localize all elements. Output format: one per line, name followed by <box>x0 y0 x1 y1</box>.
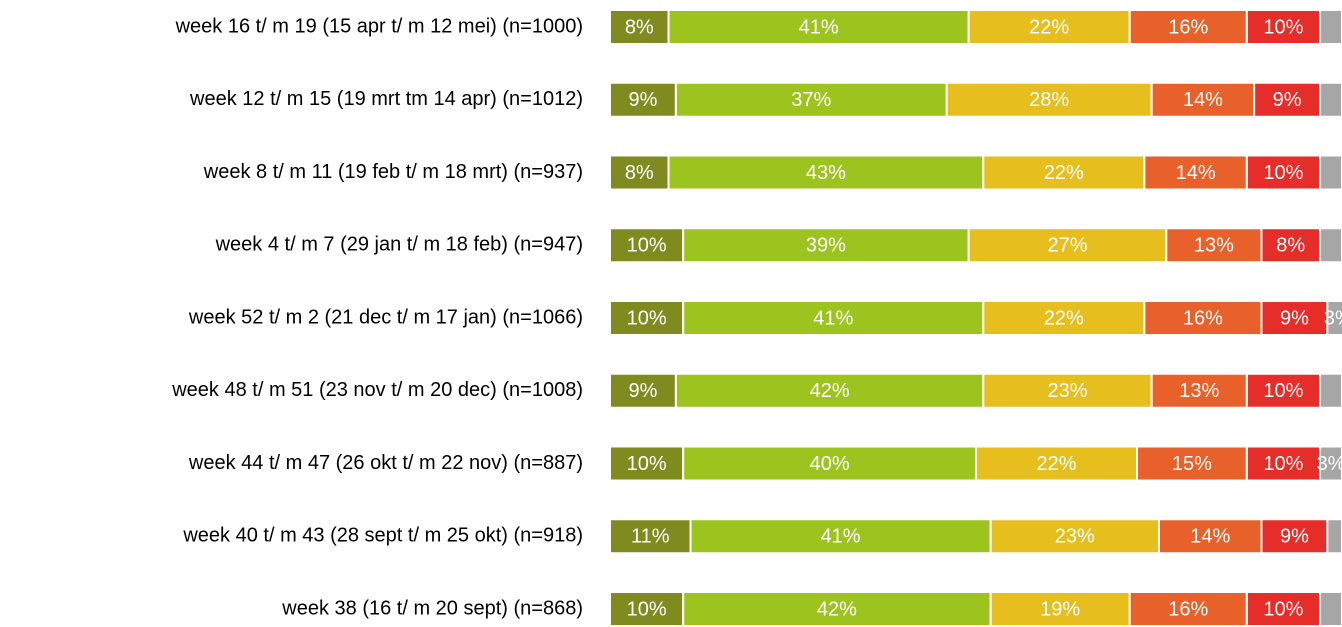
data-label: 42% <box>810 380 850 402</box>
data-label: 22% <box>1044 307 1084 329</box>
bar-segment <box>682 300 985 336</box>
bar-segment <box>1253 81 1322 118</box>
data-label: 41% <box>813 307 853 329</box>
data-label: 41% <box>799 16 839 38</box>
bar-segment <box>1260 227 1322 264</box>
data-label: 8% <box>625 162 654 184</box>
data-label: 15% <box>1172 453 1212 475</box>
bar-segment <box>1319 227 1342 264</box>
data-label: 14% <box>1190 526 1230 548</box>
data-label: 23% <box>1055 526 1095 548</box>
category-label: week 44 t/ m 47 (26 okt t/ m 22 nov) (n=… <box>188 452 583 474</box>
category-label: week 48 t/ m 51 (23 nov t/ m 20 dec) (n=… <box>171 379 583 401</box>
bar-segment <box>975 445 1139 482</box>
bar-segment <box>609 445 685 482</box>
bar-segment <box>967 9 1131 45</box>
data-label: 10% <box>1263 162 1303 184</box>
data-label: 10% <box>1263 380 1303 402</box>
bar-segment <box>1150 372 1248 409</box>
data-label: 16% <box>1168 598 1208 620</box>
data-label: 41% <box>821 526 861 548</box>
bar-segment <box>1245 372 1322 409</box>
data-label: 10% <box>627 453 667 475</box>
data-label: 16% <box>1183 307 1223 329</box>
bar-segment <box>1158 518 1263 555</box>
bar-segment <box>1319 445 1342 482</box>
bar-segment <box>1319 372 1342 409</box>
data-label: 10% <box>627 307 667 329</box>
bar-segment <box>1136 445 1248 482</box>
bar-segment <box>667 9 970 45</box>
bar-segment <box>674 81 948 118</box>
data-label: 13% <box>1179 380 1219 402</box>
data-label: 10% <box>1263 16 1303 38</box>
data-label: 11% <box>631 526 670 548</box>
data-label: 9% <box>1273 89 1302 111</box>
bar-segment <box>682 227 970 264</box>
category-label: week 52 t/ m 2 (21 dec t/ m 17 jan) (n=1… <box>188 306 583 328</box>
bar-segment <box>945 81 1153 118</box>
data-label: 9% <box>1280 526 1309 548</box>
data-label: 13% <box>1194 235 1234 257</box>
data-label: 39% <box>806 235 846 257</box>
bar-segment <box>609 9 670 45</box>
bar-segment <box>1245 9 1322 45</box>
bar-segment <box>1319 81 1342 118</box>
data-label: 8% <box>1276 235 1305 257</box>
category-label: week 12 t/ m 15 (19 mrt tm 14 apr) (n=10… <box>189 88 583 110</box>
bar-segment <box>689 518 992 555</box>
bar-segment <box>1326 518 1342 555</box>
bar-segment <box>1319 591 1342 627</box>
bar-segment <box>609 518 692 555</box>
data-label: 9% <box>1280 307 1309 329</box>
data-label: 9% <box>628 380 657 402</box>
bar-segment <box>609 300 685 336</box>
data-label: 27% <box>1047 235 1087 257</box>
category-label: week 38 (16 t/ m 20 sept) (n=868) <box>281 597 583 619</box>
bar-segment <box>1165 227 1263 264</box>
data-label: 14% <box>1183 89 1223 111</box>
data-label: 19% <box>1040 598 1080 620</box>
data-label: 40% <box>810 453 850 475</box>
data-label: 10% <box>627 235 667 257</box>
data-label: 28% <box>1029 89 1069 111</box>
data-label: 14% <box>1176 162 1216 184</box>
bar-segment <box>1143 154 1248 191</box>
bar-segment <box>667 154 985 191</box>
bar-segment <box>1260 300 1329 336</box>
data-label: 10% <box>1263 453 1303 475</box>
bar-segment <box>609 372 677 409</box>
data-label: 8% <box>625 16 654 38</box>
bar-segment <box>1319 154 1342 191</box>
data-label: 42% <box>817 598 857 620</box>
bar-segment <box>674 372 985 409</box>
data-label: 22% <box>1037 453 1077 475</box>
data-label: 3% <box>1317 453 1342 475</box>
category-label: week 8 t/ m 11 (19 feb t/ m 18 mrt) (n=9… <box>203 161 583 183</box>
data-label: 43% <box>806 162 846 184</box>
bar-segment <box>982 300 1146 336</box>
data-label: 23% <box>1047 380 1087 402</box>
bar-segment <box>1319 9 1342 45</box>
bar-segment <box>1150 81 1256 118</box>
bar-segment <box>1245 445 1322 482</box>
bar-segment <box>609 227 685 264</box>
data-label: 16% <box>1168 16 1208 38</box>
data-label: 22% <box>1044 162 1084 184</box>
category-label: week 40 t/ m 43 (28 sept t/ m 25 okt) (n… <box>182 525 583 547</box>
category-label: week 4 t/ m 7 (29 jan t/ m 18 feb) (n=94… <box>215 234 583 256</box>
data-label: 22% <box>1029 16 1069 38</box>
data-label: 9% <box>628 89 657 111</box>
category-label: week 16 t/ m 19 (15 apr t/ m 12 mei) (n=… <box>175 15 583 37</box>
data-label: 10% <box>627 598 667 620</box>
data-label: 10% <box>1263 598 1303 620</box>
data-label: 3% <box>1324 307 1342 329</box>
data-label: 37% <box>791 89 831 111</box>
bar-segment <box>982 154 1146 191</box>
bar-segment <box>1326 300 1342 336</box>
